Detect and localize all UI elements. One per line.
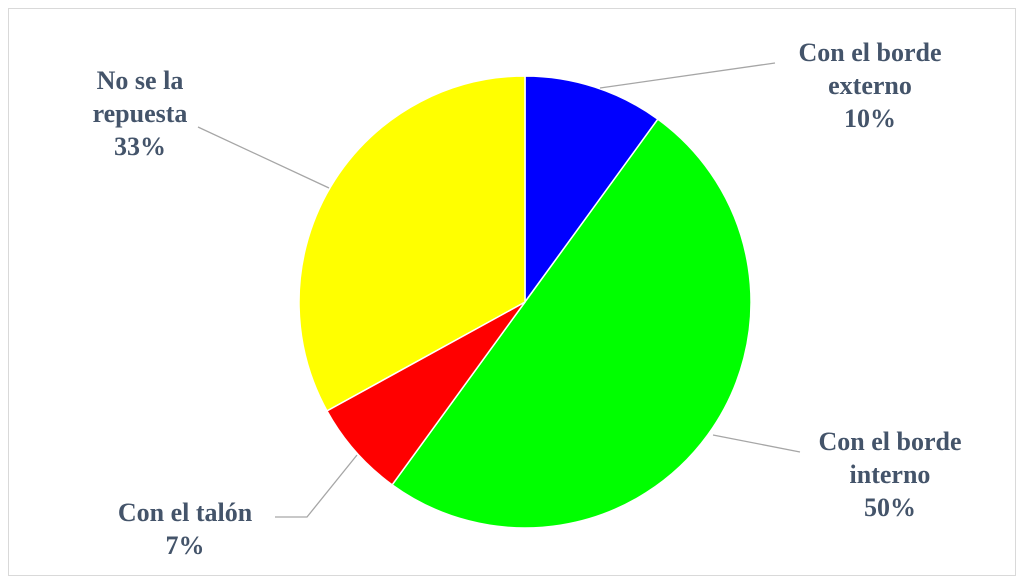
leader-line-talon: [275, 454, 358, 518]
pie-slice-0: [524, 75, 659, 305]
label-line: Con el borde: [818, 427, 962, 456]
label-line: repuesta: [92, 99, 188, 128]
leader-line-no-se: [197, 126, 330, 189]
data-label-con-el-borde-externo: Con el borde externo 10%: [780, 36, 960, 135]
pie-slices: [298, 75, 752, 529]
data-label-no-se-la-repuesta: No se la repuesta 33%: [70, 64, 210, 163]
pie-slice-1: [391, 118, 752, 529]
leader-lines: [197, 62, 801, 518]
label-line: Con el borde: [798, 38, 942, 67]
label-line: interno: [849, 460, 931, 489]
label-line: Con el talón: [117, 498, 253, 527]
label-percent: 10%: [844, 104, 896, 133]
leader-line-interno: [712, 434, 801, 453]
label-line: No se la: [96, 66, 184, 95]
label-percent: 33%: [114, 132, 166, 161]
pie-slice-3: [298, 75, 526, 412]
label-line: externo: [828, 71, 912, 100]
label-percent: 7%: [165, 531, 205, 560]
leader-line-externo: [599, 62, 776, 89]
data-label-con-el-talon: Con el talón 7%: [100, 496, 270, 562]
label-percent: 50%: [864, 493, 916, 522]
data-label-con-el-borde-interno: Con el borde interno 50%: [800, 425, 980, 524]
